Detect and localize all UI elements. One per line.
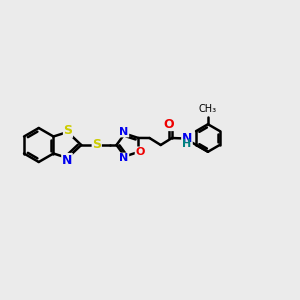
Text: S: S [92, 139, 101, 152]
Text: N: N [62, 154, 72, 166]
Text: H: H [182, 139, 192, 149]
Text: CH₃: CH₃ [199, 104, 217, 114]
Text: N: N [119, 153, 129, 163]
Text: O: O [164, 118, 174, 130]
Text: N: N [182, 132, 192, 145]
Text: N: N [119, 127, 129, 137]
Text: S: S [64, 124, 73, 137]
Text: O: O [135, 147, 145, 157]
